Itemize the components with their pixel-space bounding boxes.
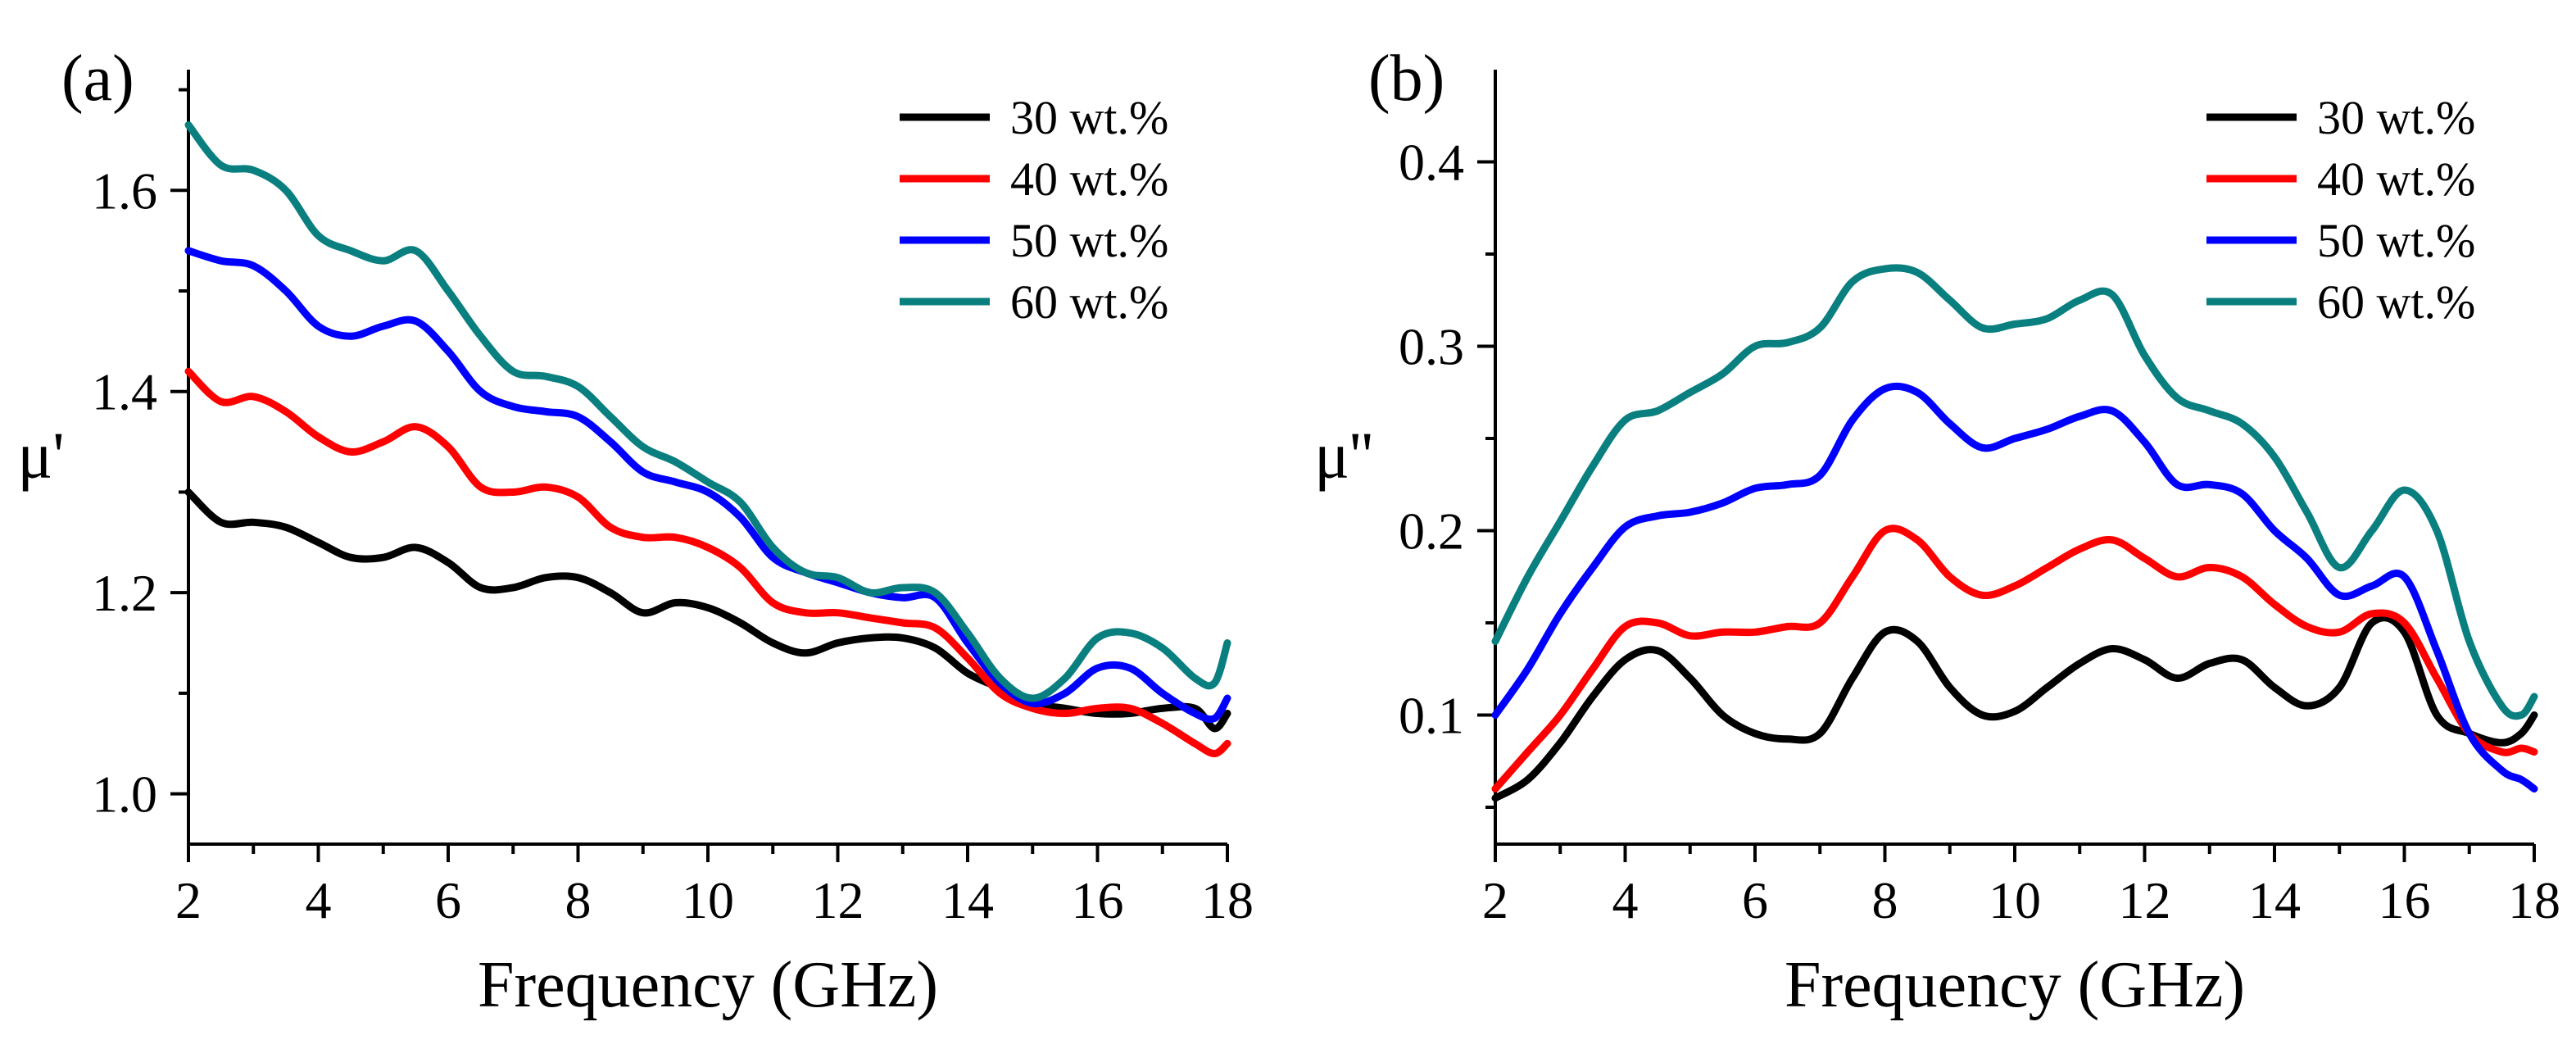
series-line-0	[1491, 614, 2538, 802]
y-tick-label: 1.4	[92, 363, 157, 421]
x-tick-label: 12	[812, 871, 864, 929]
panel-a: 2 4 6 8 10 12 14 16 18 1.0 1.2 1.4 1.6 Frequency (GHz…	[17, 43, 1254, 1021]
x-axis-title: Frequency (GHz)	[1785, 949, 2245, 1021]
y-tick-label: 1.0	[92, 765, 157, 824]
x-tick-label: 8	[565, 871, 592, 929]
y-tick-label: 0.3	[1399, 318, 1464, 376]
y-axis-title: μ'	[17, 420, 64, 493]
x-tick-label: 14	[941, 871, 994, 929]
x-tick-label: 4	[1612, 871, 1639, 929]
series-line-3	[1491, 264, 2538, 720]
legend-label: 40 wt.%	[2317, 152, 2475, 206]
x-tick-label: 10	[682, 871, 734, 929]
series-line-2	[184, 247, 1231, 724]
x-tick-label: 18	[1201, 871, 1254, 929]
x-tick-label: 12	[2119, 871, 2171, 929]
legend-label: 30 wt.%	[2317, 91, 2475, 144]
legend-label: 30 wt.%	[1010, 91, 1168, 144]
legend-label: 40 wt.%	[1010, 152, 1168, 206]
x-tick-label: 14	[2248, 871, 2301, 929]
x-axis-title: Frequency (GHz)	[478, 949, 938, 1021]
y-tick-label: 0.1	[1399, 687, 1464, 745]
panel-label: (a)	[61, 43, 134, 115]
x-tick-label: 16	[2379, 871, 2431, 929]
y-tick-label: 1.2	[92, 564, 157, 622]
x-tick-label: 4	[306, 871, 332, 929]
legend-label: 50 wt.%	[2317, 214, 2475, 267]
series-line-2	[1491, 382, 2538, 792]
legend-label: 50 wt.%	[1010, 214, 1168, 267]
panel-b: 2 4 6 8 10 12 14 16 18 0.1 0.2 0.3 0.4 Frequency (GHz…	[1314, 43, 2560, 1021]
panel-label: (b)	[1368, 43, 1444, 115]
y-axis-title: μ''	[1314, 420, 1373, 493]
x-tick-label: 2	[1482, 871, 1508, 929]
x-tick-label: 2	[175, 871, 202, 929]
x-tick-label: 16	[1072, 871, 1124, 929]
legend-label: 60 wt.%	[1010, 275, 1168, 329]
series-line-1	[184, 367, 1231, 757]
y-tick-label: 0.2	[1399, 502, 1464, 561]
x-tick-label: 6	[435, 871, 461, 929]
series-line-3	[184, 121, 1231, 702]
y-tick-label: 1.6	[92, 161, 157, 220]
series-line-1	[1491, 525, 2538, 792]
y-tick-label: 0.4	[1399, 134, 1464, 192]
x-tick-label: 6	[1742, 871, 1768, 929]
x-tick-label: 18	[2508, 871, 2560, 929]
legend-label: 60 wt.%	[2317, 275, 2475, 329]
x-tick-label: 10	[1989, 871, 2041, 929]
x-tick-label: 8	[1872, 871, 1898, 929]
